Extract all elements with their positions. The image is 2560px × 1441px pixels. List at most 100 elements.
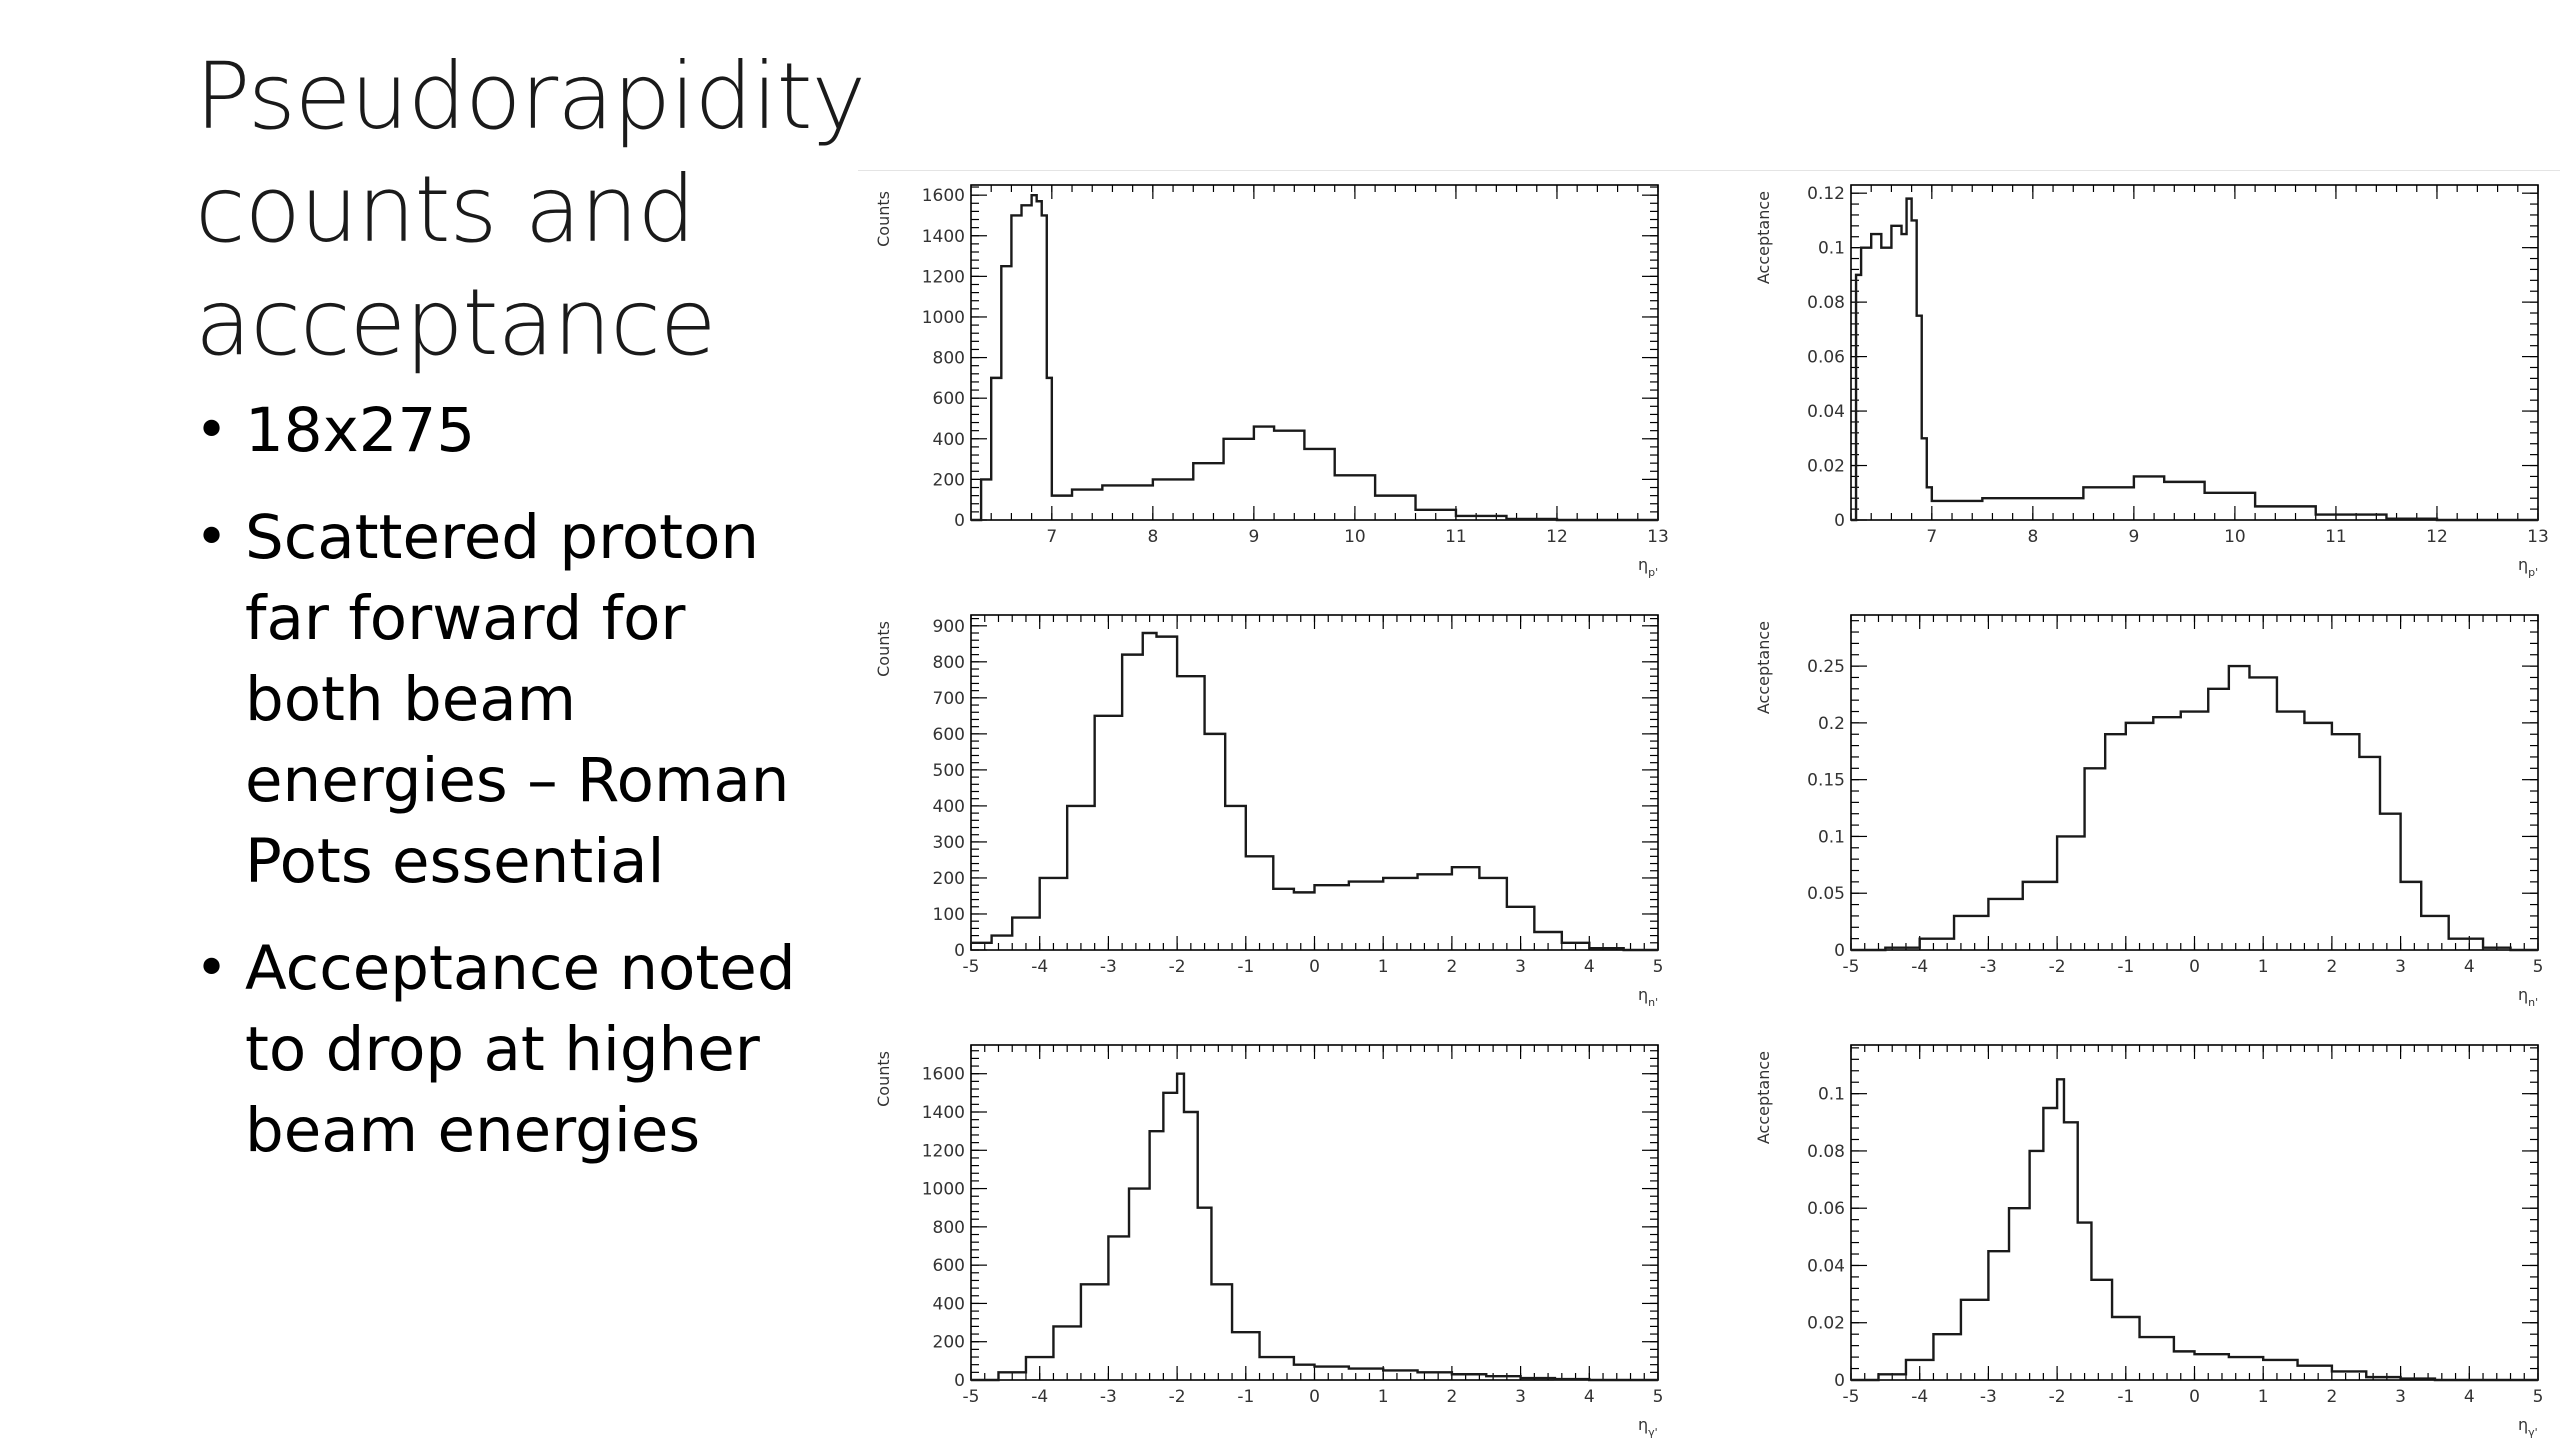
x-tick-label: -3 (1980, 1387, 1997, 1407)
x-tick-label: 4 (2464, 957, 2475, 977)
y-tick-label: 0.2 (1818, 714, 1845, 734)
y-axis-title: Acceptance (1754, 621, 1773, 714)
x-tick-label: 2 (1446, 1387, 1457, 1407)
y-axis-title: Counts (874, 191, 893, 247)
histogram-series (971, 1072, 1658, 1382)
title-line: counts and (195, 156, 696, 263)
y-tick-label: 1400 (922, 227, 965, 247)
bullet-item: Acceptance noted to drop at higher beam … (195, 928, 835, 1171)
y-axis-title: Acceptance (1754, 1051, 1773, 1144)
x-tick-label: -1 (2117, 957, 2134, 977)
x-tick-label: 1 (1378, 1387, 1389, 1407)
y-tick-label: 0.1 (1818, 1085, 1845, 1105)
x-tick-label: -3 (1980, 957, 1997, 977)
y-tick-label: 0.1 (1818, 239, 1845, 259)
histogram-series (971, 193, 1658, 522)
x-tick-label: 9 (1248, 527, 1259, 547)
x-tick-label: 0 (1309, 957, 1320, 977)
x-tick-label: 8 (2027, 527, 2038, 547)
y-tick-label: 0.04 (1807, 402, 1845, 422)
y-tick-label: 0.25 (1807, 657, 1845, 677)
histogram-series (1851, 197, 2538, 522)
y-tick-label: 800 (933, 653, 965, 673)
x-tick-label: 3 (2395, 1387, 2406, 1407)
title-line: acceptance (195, 269, 716, 376)
y-tick-label: 0.02 (1807, 1314, 1845, 1334)
x-tick-label: 1 (2258, 957, 2269, 977)
y-tick-label: 0 (954, 1371, 965, 1391)
x-tick-label: -4 (1911, 957, 1928, 977)
x-tick-label: 5 (2533, 1387, 2544, 1407)
y-tick-label: 200 (933, 470, 965, 490)
y-tick-label: 700 (933, 689, 965, 709)
x-tick-label: -5 (963, 957, 980, 977)
x-axis-title: ηp' (2518, 555, 2538, 579)
plot-frame (970, 184, 1659, 521)
y-tick-label: 1000 (922, 1180, 965, 1200)
x-tick-label: 7 (1926, 527, 1937, 547)
x-tick-label: -5 (1843, 1387, 1860, 1407)
x-tick-label: -1 (2117, 1387, 2134, 1407)
plot-frame (970, 1044, 1659, 1381)
x-tick-label: 11 (2325, 527, 2347, 547)
y-tick-label: 0.08 (1807, 1142, 1845, 1162)
x-tick-label: 11 (1445, 527, 1467, 547)
y-tick-label: 500 (933, 761, 965, 781)
x-tick-label: -4 (1911, 1387, 1928, 1407)
y-tick-label: 600 (933, 389, 965, 409)
y-tick-label: 0.15 (1807, 771, 1845, 791)
y-tick-label: 0.04 (1807, 1256, 1845, 1276)
y-tick-label: 1000 (922, 308, 965, 328)
y-tick-label: 0 (1834, 1371, 1845, 1391)
y-tick-label: 0.12 (1807, 184, 1845, 204)
x-tick-label: -3 (1100, 957, 1117, 977)
plot-frame (1850, 184, 2539, 521)
y-tick-label: 0 (1834, 511, 1845, 531)
bullet-list: 18x275 Scattered proton far forward for … (195, 390, 835, 1197)
x-tick-label: -1 (1237, 957, 1254, 977)
y-tick-label: 800 (933, 349, 965, 369)
slide-title: Pseudorapidity counts and acceptance (195, 40, 895, 379)
y-tick-label: 1400 (922, 1103, 965, 1123)
x-tick-label: 13 (1647, 527, 1669, 547)
x-tick-label: 4 (2464, 1387, 2475, 1407)
y-axis-title: Counts (874, 1051, 893, 1107)
x-axis-title: ηn' (1638, 985, 1658, 1009)
x-tick-label: 3 (1515, 957, 1526, 977)
y-tick-label: 600 (933, 725, 965, 745)
x-tick-label: -2 (1169, 1387, 1186, 1407)
y-tick-label: 400 (933, 430, 965, 450)
y-tick-label: 0 (954, 941, 965, 961)
y-tick-label: 0 (1834, 941, 1845, 961)
y-tick-label: 0.08 (1807, 293, 1845, 313)
plot-frame (1850, 1044, 2539, 1381)
histogram-panel: -5 -4 -3 -2 -1 0 1 2 3 4 5 0 0.02 0.04 0.06 0.08 0.1 Acce… (1754, 1044, 2544, 1439)
x-axis-title: ηp' (1638, 555, 1658, 579)
y-tick-label: 600 (933, 1256, 965, 1276)
y-tick-label: 0.05 (1807, 884, 1845, 904)
x-axis-title: ηγ' (1638, 1415, 1658, 1439)
x-tick-label: 8 (1147, 527, 1158, 547)
x-tick-label: 10 (2224, 527, 2246, 547)
x-tick-label: 2 (2326, 957, 2337, 977)
histogram-grid: 7 8 9 10 11 12 1302004006008001000120014001600… (874, 184, 2549, 1439)
x-tick-label: -1 (1237, 1387, 1254, 1407)
y-tick-label: 1600 (922, 186, 965, 206)
histogram-series (1851, 1078, 2538, 1382)
y-tick-label: 0.02 (1807, 457, 1845, 477)
y-tick-label: 1600 (922, 1065, 965, 1085)
y-tick-label: 0.06 (1807, 348, 1845, 368)
y-axis-title: Acceptance (1754, 191, 1773, 284)
histogram-panel: -5 -4 -3 -2 -1 0 1 2 3 4 5 0 200 400 600 800 1000 1200 140… (874, 1044, 1663, 1439)
title-line: Pseudorapidity (195, 43, 866, 150)
x-axis-title: ηn' (2518, 985, 2538, 1009)
histogram-panel: 7 8 9 10 11 12 13 0 200 400 600 800 1000 1200 1400 1600… (874, 184, 1669, 579)
x-tick-label: -2 (2049, 957, 2066, 977)
x-tick-label: -2 (2049, 1387, 2066, 1407)
y-tick-label: 900 (933, 617, 965, 637)
x-tick-label: 4 (1584, 957, 1595, 977)
x-tick-label: 9 (2128, 527, 2139, 547)
y-tick-label: 0 (954, 511, 965, 531)
y-tick-label: 200 (933, 1333, 965, 1353)
y-tick-label: 300 (933, 833, 965, 853)
